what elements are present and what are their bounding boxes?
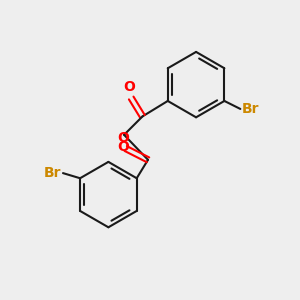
Text: Br: Br — [242, 102, 259, 116]
Text: O: O — [118, 140, 129, 154]
Text: Br: Br — [44, 166, 61, 180]
Text: O: O — [123, 80, 135, 94]
Text: O: O — [117, 131, 129, 145]
